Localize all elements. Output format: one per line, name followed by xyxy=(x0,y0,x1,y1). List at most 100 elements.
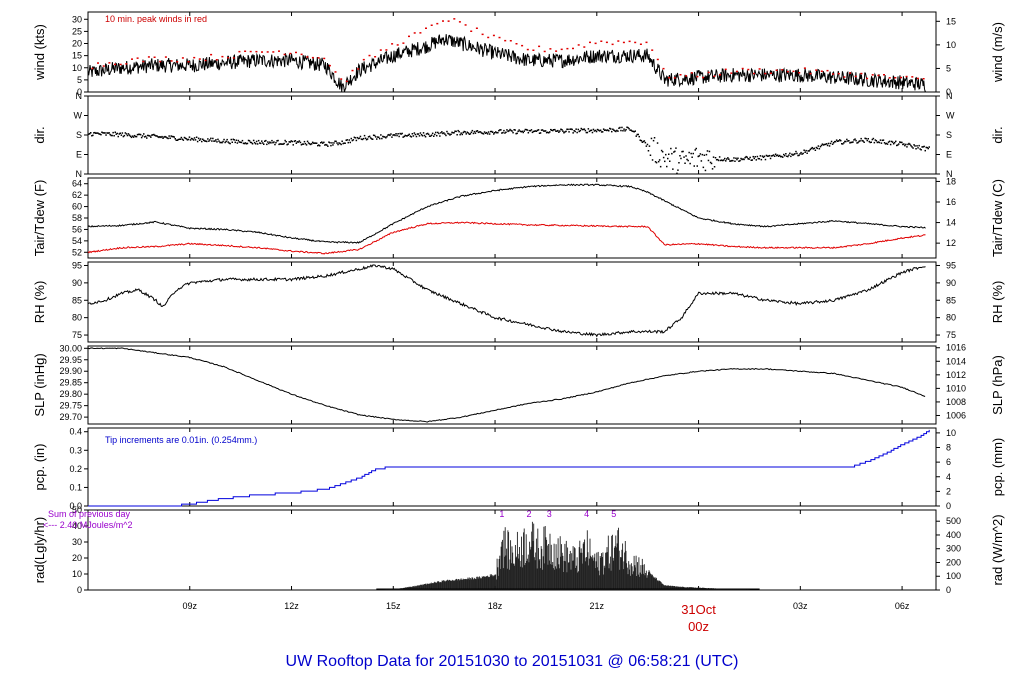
wind-peak-mark xyxy=(453,18,456,20)
wind-dir-point xyxy=(260,142,262,145)
y-tick-label-right: 100 xyxy=(946,571,961,581)
wind-dir-point xyxy=(216,141,218,143)
wind-dir-point xyxy=(423,134,426,137)
wind-dir-point xyxy=(834,140,837,143)
wind-dir-point xyxy=(710,162,713,165)
wind-dir-point xyxy=(361,138,364,141)
y-tick-label-left: 52 xyxy=(72,247,82,257)
wind-dir-point xyxy=(550,128,552,131)
wind-dir-point xyxy=(801,153,803,155)
wind-peak-mark xyxy=(634,41,637,44)
wind-dir-point xyxy=(861,139,863,142)
wind-dir-point xyxy=(561,129,563,131)
wind-dir-point xyxy=(437,131,439,134)
wind-peak-mark xyxy=(781,69,784,71)
wind-dir-point xyxy=(921,146,923,148)
wind-dir-point xyxy=(199,138,202,140)
wind-dir-point xyxy=(262,142,264,144)
wind-dir-point xyxy=(251,143,254,145)
wind-dir-point xyxy=(849,142,851,144)
wind-dir-point xyxy=(642,140,645,143)
wind-dir-point xyxy=(98,133,100,135)
wind-peak-mark xyxy=(419,32,422,34)
rad-peak-label: 5 xyxy=(611,509,616,519)
wind-dir-point xyxy=(739,159,741,162)
wind-dir-point xyxy=(373,134,376,137)
wind-dir-point xyxy=(649,154,652,156)
y-tick-label-right: 0 xyxy=(946,87,951,97)
y-axis-label-left: Tair/Tdew (F) xyxy=(32,180,47,257)
wind-peak-mark xyxy=(622,41,625,44)
wind-dir-point xyxy=(524,128,527,131)
wind-dir-point xyxy=(418,135,421,137)
wind-dir-point xyxy=(791,153,793,155)
wind-dir-point xyxy=(463,130,465,133)
wind-dir-point xyxy=(366,138,369,140)
wind-peak-mark xyxy=(577,44,580,46)
y-tick-label-left: 0.4 xyxy=(69,427,82,437)
wind-dir-point xyxy=(628,127,630,130)
wind-dir-point xyxy=(749,156,751,159)
wind-dir-point xyxy=(243,142,246,145)
wind-dir-point xyxy=(398,135,400,138)
wind-dir-point xyxy=(568,131,570,133)
wind-dir-point xyxy=(397,133,399,135)
wind-dir-point xyxy=(471,129,474,132)
wind-dir-point xyxy=(897,144,899,146)
wind-dir-point xyxy=(789,152,791,155)
wind-dir-point xyxy=(698,155,701,157)
wind-dir-point xyxy=(768,154,771,157)
y-tick-label-left: 15 xyxy=(72,51,82,61)
wind-dir-point xyxy=(203,139,205,142)
wind-dir-point xyxy=(480,132,483,134)
wind-peak-mark xyxy=(911,76,914,78)
wind-dir-point xyxy=(101,131,103,133)
wind-dir-point xyxy=(597,129,600,131)
y-tick-label-left: 25 xyxy=(72,26,82,36)
y-tick-label-right: 300 xyxy=(946,544,961,554)
wind-dir-point xyxy=(559,130,561,132)
wind-peak-mark xyxy=(526,48,529,51)
y-axis-label-left: RH (%) xyxy=(32,281,47,324)
wind-dir-point xyxy=(913,144,915,146)
wind-dir-point xyxy=(719,159,722,162)
wind-dir-point xyxy=(293,140,296,143)
wind-peak-mark xyxy=(436,22,439,25)
wind-dir-point xyxy=(194,139,197,141)
wind-dir-point xyxy=(572,132,574,134)
wind-dir-point xyxy=(753,157,755,160)
wind-dir-point xyxy=(278,143,280,146)
wind-dir-point xyxy=(887,141,890,143)
wind-dir-point xyxy=(485,131,488,134)
wind-dir-point xyxy=(296,141,299,143)
rad-peak-label: 1 xyxy=(499,509,504,519)
wind-dir-point xyxy=(843,142,845,144)
wind-dir-point xyxy=(683,156,685,158)
wind-dir-point xyxy=(813,147,815,150)
wind-dir-point xyxy=(556,130,558,132)
wind-dir-point xyxy=(447,132,449,135)
wind-dir-point xyxy=(552,129,554,132)
wind-dir-point xyxy=(157,136,159,138)
wind-dir-point xyxy=(483,131,486,133)
x-tick-label: 18z xyxy=(488,601,503,611)
wind-dir-point xyxy=(227,141,229,143)
wind-dir-point xyxy=(364,137,367,139)
wind-dir-point xyxy=(856,142,858,144)
wind-dir-point xyxy=(713,166,716,168)
wind-dir-point xyxy=(662,156,665,159)
y-axis-label-left: SLP (inHg) xyxy=(32,353,47,416)
wind-peak-mark xyxy=(668,76,671,79)
wind-dir-point xyxy=(387,134,389,136)
wind-dir-point xyxy=(238,141,241,143)
wind-dir-point xyxy=(691,156,693,158)
y-tick-label-left: 90 xyxy=(72,278,82,288)
wind-dir-point xyxy=(169,137,171,139)
wind-dir-point xyxy=(510,129,512,132)
wind-dir-point xyxy=(144,136,146,138)
wind-peak-mark xyxy=(278,50,280,52)
wind-dir-point xyxy=(819,145,822,148)
wind-dir-point xyxy=(724,157,726,160)
wind-dir-point xyxy=(484,132,487,134)
wind-dir-point xyxy=(751,159,753,161)
